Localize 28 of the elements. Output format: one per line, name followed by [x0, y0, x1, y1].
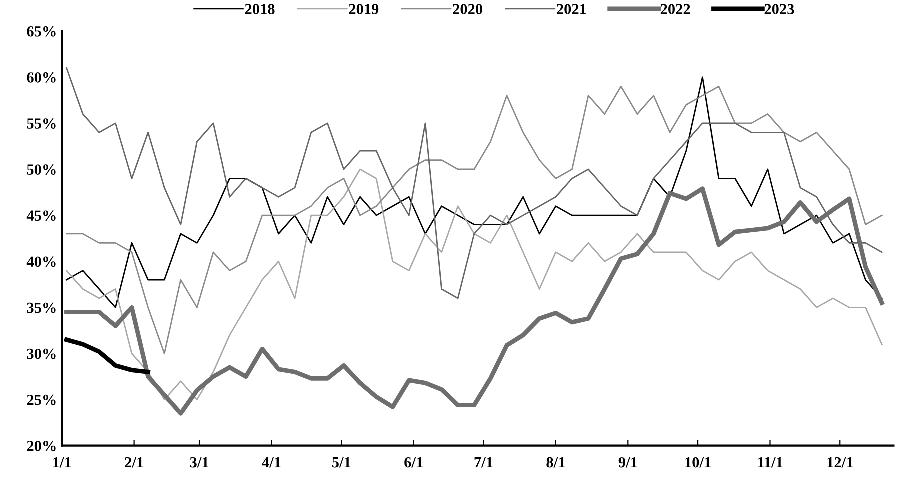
- x-tick-label: 9/1: [618, 457, 638, 468]
- y-tick-label: 20%: [27, 440, 56, 452]
- y-tick-label: 55%: [27, 118, 56, 129]
- x-tick-label: 2/1: [125, 457, 144, 468]
- legend-label: 2021: [557, 4, 586, 14]
- y-tick-label: 35%: [27, 302, 56, 314]
- y-tick-label: 45%: [26, 210, 56, 222]
- x-tick-label: 6/1: [404, 457, 423, 468]
- legend-label: 2020: [453, 4, 482, 14]
- legend-label: 2018: [245, 4, 275, 14]
- legend-label: 2019: [349, 4, 379, 14]
- x-tick-label: 10/1: [686, 457, 711, 468]
- legend-label: 2023: [764, 4, 794, 14]
- y-tick-label: 25%: [27, 394, 56, 406]
- x-tick-label: 3/1: [190, 457, 209, 468]
- y-tick-label: 30%: [27, 348, 56, 360]
- y-tick-label: 65%: [27, 26, 56, 37]
- y-tick-label: 60%: [27, 72, 56, 83]
- x-tick-label: 1/1: [54, 457, 72, 468]
- x-tick-label: 12/1: [828, 457, 853, 468]
- x-tick-label: 4/1: [262, 457, 281, 468]
- x-tick-label: 7/1: [474, 457, 493, 468]
- legend-label: 2022: [660, 4, 690, 14]
- x-tick-label: 5/1: [332, 457, 351, 468]
- x-tick-label: 11/1: [758, 457, 783, 468]
- y-tick-label: 40%: [26, 256, 56, 268]
- x-tick-label: 8/1: [546, 457, 565, 468]
- y-tick-label: 50%: [27, 164, 56, 176]
